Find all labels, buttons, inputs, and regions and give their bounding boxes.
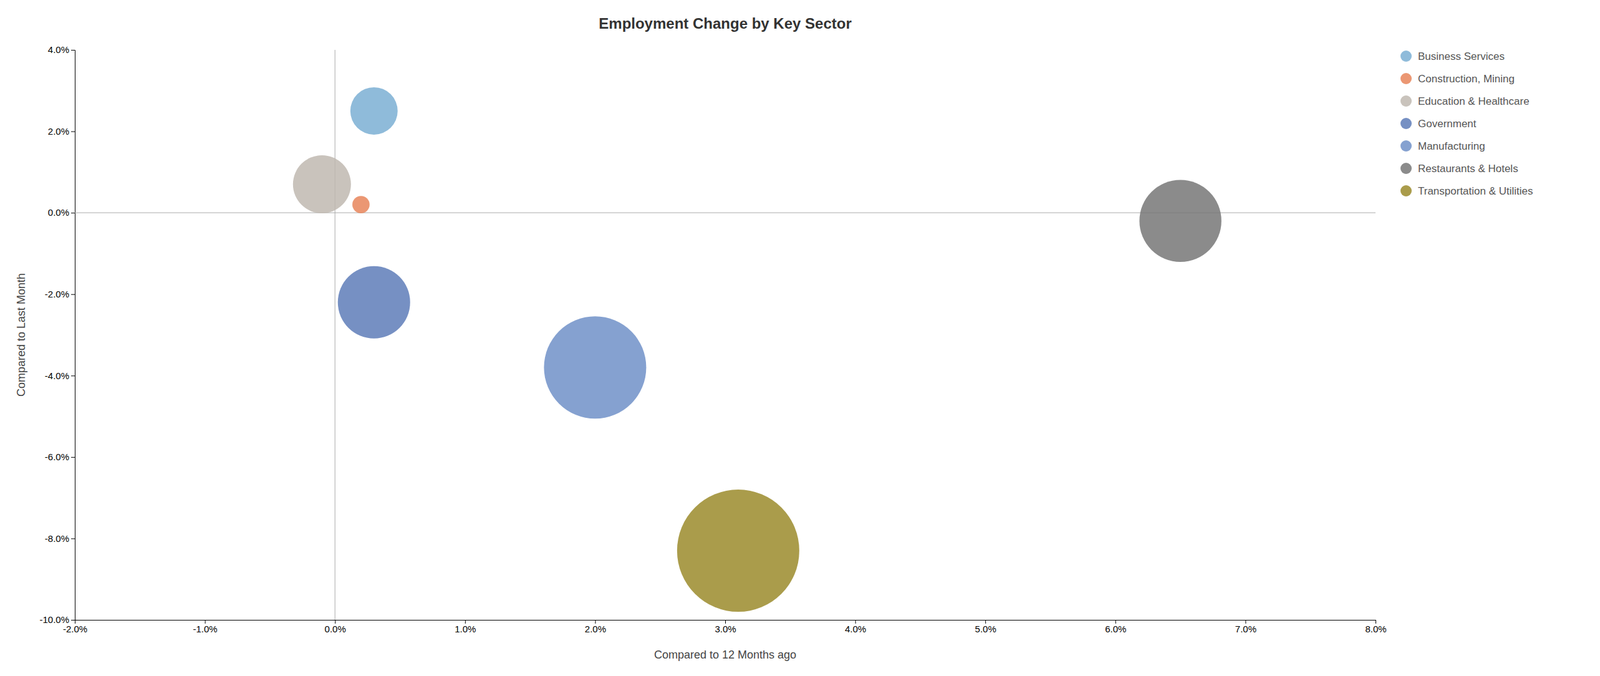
- legend-item: Transportation & Utilities: [1400, 185, 1534, 198]
- y-tick-label: 2.0%: [48, 125, 70, 137]
- bubble: [543, 316, 646, 419]
- bubble: [337, 266, 411, 339]
- y-tick: -2.0%: [44, 288, 75, 300]
- y-tick: 0.0%: [48, 207, 75, 218]
- y-axis: -10.0% -8.0% -6.0% -4.0% -2.0% 0.0% 2.0% 4.0%: [39, 44, 75, 625]
- x-axis-title: Compared to 12 Months ago: [654, 648, 797, 661]
- bubble: [350, 87, 398, 135]
- chart: -2.0% -1.0% 0.0% 1.0% 2.0% 3.0% 4.0% 5.0% 6.0% 7.…: [0, 0, 1600, 676]
- x-axis: -2.0%-1.0%0.0%1.0%2.0%3.0%4.0%5.0%6.0%7.…: [62, 619, 1387, 635]
- y-tick-mark: [71, 49, 75, 51]
- x-tick: 4.0%: [844, 619, 867, 635]
- legend-swatch: [1400, 162, 1412, 174]
- y-axis-title: Compared to Last Month: [14, 273, 28, 397]
- bubble: [1139, 179, 1221, 262]
- x-tick: 6.0%: [1104, 619, 1127, 635]
- x-tick-label: 7.0%: [1235, 623, 1257, 635]
- y-tick: -4.0%: [44, 370, 75, 381]
- y-tick: 2.0%: [48, 125, 75, 137]
- x-tick-label: 6.0%: [1104, 623, 1127, 635]
- x-tick-label: 4.0%: [844, 623, 867, 635]
- x-tick-label: 8.0%: [1364, 623, 1387, 635]
- y-tick: -10.0%: [39, 614, 75, 625]
- legend-label: Education & Healthcare: [1417, 95, 1530, 108]
- legend-item: Business Services: [1400, 50, 1505, 63]
- x-tick-label: 1.0%: [454, 623, 476, 635]
- y-tick-label: 4.0%: [48, 44, 70, 55]
- legend-item: Restaurants & Hotels: [1400, 162, 1519, 175]
- bubble: [352, 195, 370, 214]
- y-tick-mark: [71, 538, 75, 539]
- x-tick-label: 0.0%: [324, 623, 347, 635]
- y-tick-label: -10.0%: [39, 614, 70, 625]
- legend: Business Services Construction, Mining Edu…: [1400, 50, 1534, 198]
- x-tick-label: -1.0%: [193, 623, 218, 635]
- bubble: [293, 155, 352, 214]
- legend-label: Business Services: [1417, 50, 1505, 63]
- reference-line: [334, 49, 336, 620]
- legend-swatch: [1400, 140, 1412, 152]
- x-tick-label: 3.0%: [714, 623, 736, 635]
- y-tick-mark: [71, 375, 75, 376]
- legend-item: Education & Healthcare: [1400, 95, 1530, 108]
- legend-swatch: [1400, 50, 1412, 62]
- y-tick-label: -2.0%: [44, 288, 70, 300]
- x-tick: 0.0%: [324, 619, 347, 635]
- legend-label: Transportation & Utilities: [1417, 185, 1534, 198]
- y-tick-mark: [71, 457, 75, 458]
- x-tick: -1.0%: [193, 619, 218, 635]
- legend-item: Construction, Mining: [1400, 72, 1515, 85]
- legend-swatch: [1400, 117, 1412, 130]
- bubble: [677, 489, 800, 612]
- legend-swatch: [1400, 95, 1412, 107]
- y-tick-mark: [71, 619, 75, 621]
- y-tick: -8.0%: [44, 533, 75, 544]
- x-tick: 5.0%: [975, 619, 997, 635]
- y-tick-mark: [71, 131, 75, 133]
- y-tick-label: -6.0%: [44, 451, 70, 463]
- y-tick: 4.0%: [48, 44, 75, 55]
- marks: [74, 49, 1376, 620]
- y-axis-line: [71, 50, 76, 621]
- y-tick: -6.0%: [44, 451, 75, 463]
- legend-label: Restaurants & Hotels: [1417, 162, 1519, 175]
- x-tick-label: 2.0%: [584, 623, 607, 635]
- x-tick: 7.0%: [1235, 619, 1257, 635]
- x-tick: 2.0%: [584, 619, 607, 635]
- y-tick-mark: [71, 212, 75, 214]
- y-tick-label: 0.0%: [48, 207, 70, 218]
- legend-label: Government: [1417, 117, 1477, 130]
- legend-item: Manufacturing: [1400, 140, 1486, 153]
- x-tick: 3.0%: [714, 619, 736, 635]
- y-tick-label: -8.0%: [44, 533, 70, 544]
- x-tick-label: 5.0%: [975, 623, 997, 635]
- title: Employment Change by Key Sector: [598, 14, 852, 32]
- y-tick-label: -4.0%: [44, 370, 70, 381]
- legend-swatch: [1400, 72, 1412, 85]
- legend-swatch: [1400, 185, 1412, 197]
- x-tick: 1.0%: [454, 619, 476, 635]
- legend-label: Manufacturing: [1417, 140, 1486, 153]
- legend-label: Construction, Mining: [1417, 72, 1515, 85]
- legend-item: Government: [1400, 117, 1477, 130]
- x-tick: 8.0%: [1364, 619, 1387, 635]
- plot: -2.0% -1.0% 0.0% 1.0% 2.0% 3.0% 4.0% 5.0% 6.0% 7.…: [39, 44, 1387, 634]
- y-tick-mark: [71, 294, 75, 295]
